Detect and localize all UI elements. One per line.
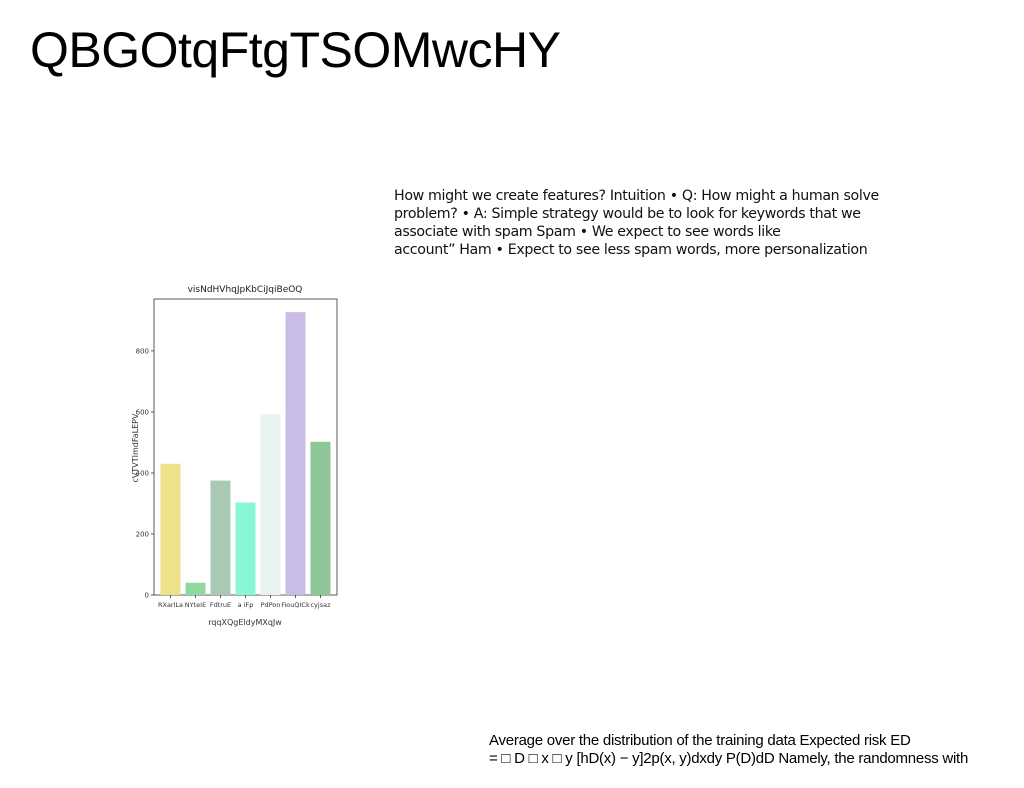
chart-x-axis-label: rqqXQgEldyMXqJw	[208, 618, 282, 627]
x-tick-label: NYteIE	[185, 601, 206, 609]
bar-cyjsaz	[310, 441, 331, 595]
body-text-line: How might we create features? Intuition …	[394, 188, 879, 204]
bar-fdtrue	[210, 480, 231, 595]
body-text-line: account” Ham • Expect to see less spam w…	[394, 242, 868, 258]
y-tick-label: 400	[136, 469, 149, 477]
body-text-line: associate with spam Spam • We expect to …	[394, 224, 781, 240]
y-tick-label: 200	[136, 530, 149, 538]
x-tick-label: FdtruE	[210, 601, 231, 609]
bar-chart: visNdHVhqJpKbCiJqiBeOQ cVTVTImdFaLEPV rq…	[128, 278, 344, 634]
x-tick-label: RXarlLa	[158, 601, 183, 609]
body-text-line: problem? • A: Simple strategy would be t…	[394, 206, 861, 222]
chart-plot-area: 0 200 400 600 800 RXarlLa NYteIE FdtruE a iFp PdP…	[136, 298, 338, 609]
bar-pdpon	[260, 414, 281, 595]
x-tick-label: PdPon	[261, 601, 281, 609]
bar-fiouqick	[285, 312, 306, 595]
x-tick-label: FiouQICk	[281, 601, 310, 609]
chart-title: visNdHVhqJpKbCiJqiBeOQ	[188, 285, 303, 295]
bar-a-ifp	[235, 502, 256, 595]
y-tick-label: 0	[145, 592, 149, 600]
bar-rxarlla	[160, 463, 181, 595]
y-tick-label: 600	[136, 408, 149, 416]
chart-y-axis-label: cVTVTImdFaLEPV	[131, 413, 140, 482]
x-tick-label: a iFp	[238, 601, 254, 609]
footer-text-line: = □ D □ x □ y [hD(x) − y]2p(x, y)dxdy P(…	[489, 750, 969, 767]
footer-text-line: Average over the distribution of the tra…	[489, 732, 911, 749]
footer-text: Average over the distribution of the tra…	[489, 732, 1024, 768]
bar-chart-svg: visNdHVhqJpKbCiJqiBeOQ cVTVTImdFaLEPV rq…	[131, 285, 338, 627]
body-text: How might we create features? Intuition …	[394, 187, 914, 259]
slide-title: QBGOtqFtgTSOMwcHY	[30, 22, 561, 78]
bar-nyteie	[185, 582, 206, 595]
x-tick-label: cyjsaz	[310, 601, 331, 609]
y-tick-label: 800	[136, 347, 149, 355]
